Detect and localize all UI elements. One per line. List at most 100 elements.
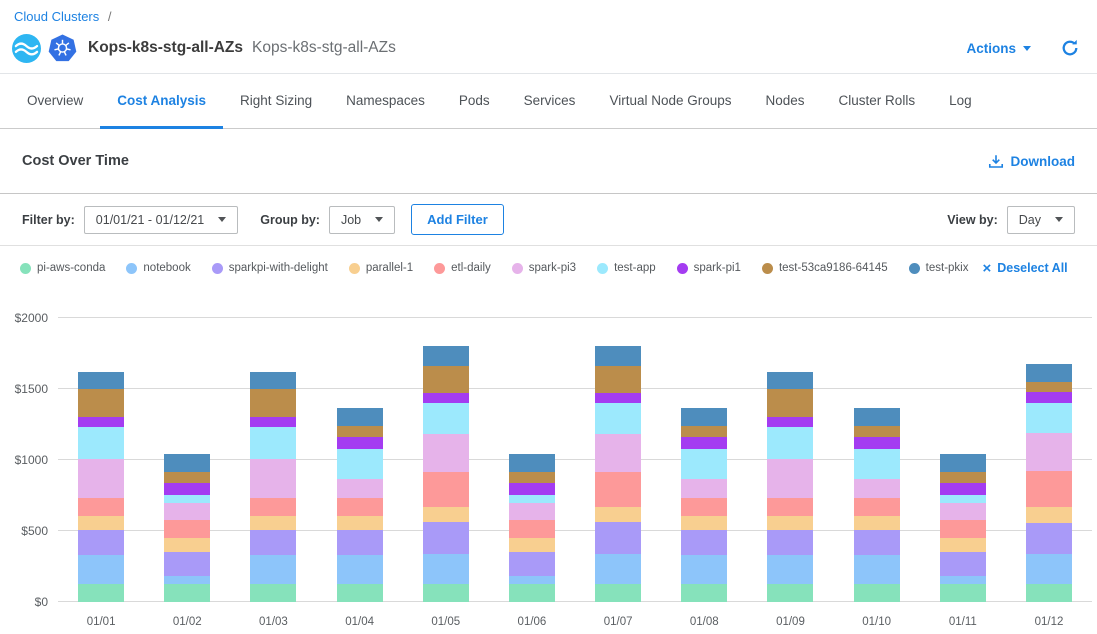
bar-segment-parallel-1[interactable] bbox=[940, 538, 986, 552]
bar-segment-notebook[interactable] bbox=[250, 555, 296, 584]
bar-01-12[interactable] bbox=[1006, 318, 1092, 602]
bar-segment-parallel-1[interactable] bbox=[1026, 507, 1072, 523]
bar-segment-test-app[interactable] bbox=[940, 495, 986, 504]
bar-01-09[interactable] bbox=[747, 318, 833, 602]
bar-segment-spark-pi3[interactable] bbox=[681, 479, 727, 497]
bar-segment-spark-pi1[interactable] bbox=[595, 393, 641, 403]
bar-segment-etl-daily[interactable] bbox=[767, 498, 813, 516]
group-by-select[interactable]: Job bbox=[329, 206, 395, 234]
bar-segment-etl-daily[interactable] bbox=[854, 498, 900, 516]
bar-segment-pi-aws-conda[interactable] bbox=[595, 584, 641, 602]
bar-01-08[interactable] bbox=[661, 318, 747, 602]
bar-segment-etl-daily[interactable] bbox=[940, 520, 986, 538]
bar-segment-etl-daily[interactable] bbox=[681, 498, 727, 516]
bar-segment-notebook[interactable] bbox=[423, 554, 469, 585]
view-by-select[interactable]: Day bbox=[1007, 206, 1075, 234]
bar-segment-spark-pi3[interactable] bbox=[595, 434, 641, 472]
bar-segment-sparkpi-with-delight[interactable] bbox=[767, 530, 813, 556]
bar-segment-test-53ca9186-64145[interactable] bbox=[509, 472, 555, 483]
bar-segment-parallel-1[interactable] bbox=[78, 516, 124, 529]
bar-segment-test-app[interactable] bbox=[1026, 403, 1072, 433]
bar-segment-test-app[interactable] bbox=[337, 449, 383, 480]
bar-segment-spark-pi3[interactable] bbox=[423, 434, 469, 472]
bar-segment-test-53ca9186-64145[interactable] bbox=[595, 366, 641, 393]
bar-segment-spark-pi3[interactable] bbox=[250, 459, 296, 499]
bar-segment-spark-pi3[interactable] bbox=[78, 459, 124, 499]
add-filter-button[interactable]: Add Filter bbox=[411, 204, 504, 235]
bar-segment-sparkpi-with-delight[interactable] bbox=[940, 552, 986, 575]
bar-segment-spark-pi3[interactable] bbox=[940, 503, 986, 519]
bar-segment-pi-aws-conda[interactable] bbox=[509, 584, 555, 602]
bar-segment-parallel-1[interactable] bbox=[250, 516, 296, 529]
bar-segment-test-53ca9186-64145[interactable] bbox=[767, 389, 813, 417]
bar-segment-test-pkix[interactable] bbox=[595, 346, 641, 365]
bar-segment-test-53ca9186-64145[interactable] bbox=[164, 472, 210, 483]
bar-segment-test-pkix[interactable] bbox=[423, 346, 469, 365]
bar-01-04[interactable] bbox=[317, 318, 403, 602]
bar-segment-notebook[interactable] bbox=[1026, 554, 1072, 584]
bar-segment-sparkpi-with-delight[interactable] bbox=[250, 530, 296, 556]
bar-segment-spark-pi1[interactable] bbox=[767, 417, 813, 427]
bar-segment-pi-aws-conda[interactable] bbox=[250, 584, 296, 602]
legend-item-sparkpi-with-delight[interactable]: sparkpi-with-delight bbox=[212, 262, 328, 274]
bar-segment-test-app[interactable] bbox=[767, 427, 813, 458]
legend-item-etl-daily[interactable]: etl-daily bbox=[434, 262, 491, 274]
tab-virtual-node-groups[interactable]: Virtual Node Groups bbox=[592, 74, 748, 129]
bar-segment-etl-daily[interactable] bbox=[250, 498, 296, 516]
date-range-select[interactable]: 01/01/21 - 01/12/21 bbox=[84, 206, 238, 234]
bar-segment-test-53ca9186-64145[interactable] bbox=[423, 366, 469, 393]
bar-segment-test-53ca9186-64145[interactable] bbox=[250, 389, 296, 417]
bar-segment-test-pkix[interactable] bbox=[164, 454, 210, 472]
bar-segment-etl-daily[interactable] bbox=[1026, 471, 1072, 507]
bar-segment-etl-daily[interactable] bbox=[164, 520, 210, 538]
bar-segment-spark-pi1[interactable] bbox=[854, 437, 900, 448]
bar-segment-test-pkix[interactable] bbox=[1026, 364, 1072, 382]
bar-01-03[interactable] bbox=[230, 318, 316, 602]
bar-segment-parallel-1[interactable] bbox=[164, 538, 210, 552]
bar-01-10[interactable] bbox=[834, 318, 920, 602]
tab-namespaces[interactable]: Namespaces bbox=[329, 74, 442, 129]
bar-segment-test-53ca9186-64145[interactable] bbox=[940, 472, 986, 483]
bar-segment-spark-pi1[interactable] bbox=[1026, 392, 1072, 403]
bar-segment-sparkpi-with-delight[interactable] bbox=[423, 522, 469, 554]
bar-segment-sparkpi-with-delight[interactable] bbox=[1026, 523, 1072, 555]
bar-segment-spark-pi1[interactable] bbox=[423, 393, 469, 403]
actions-button[interactable]: Actions bbox=[966, 41, 1031, 56]
bar-segment-test-app[interactable] bbox=[854, 449, 900, 480]
bar-segment-test-app[interactable] bbox=[423, 403, 469, 434]
bar-segment-pi-aws-conda[interactable] bbox=[681, 584, 727, 602]
bar-segment-parallel-1[interactable] bbox=[337, 516, 383, 530]
deselect-all-button[interactable]: × Deselect All bbox=[982, 261, 1067, 276]
bar-segment-test-53ca9186-64145[interactable] bbox=[337, 426, 383, 437]
bar-segment-spark-pi3[interactable] bbox=[337, 479, 383, 497]
bar-segment-test-53ca9186-64145[interactable] bbox=[854, 426, 900, 437]
bar-segment-pi-aws-conda[interactable] bbox=[337, 584, 383, 602]
bar-segment-etl-daily[interactable] bbox=[423, 472, 469, 507]
bar-segment-notebook[interactable] bbox=[940, 576, 986, 584]
bar-01-07[interactable] bbox=[575, 318, 661, 602]
bar-segment-sparkpi-with-delight[interactable] bbox=[337, 530, 383, 555]
bar-segment-notebook[interactable] bbox=[767, 555, 813, 584]
bar-segment-test-app[interactable] bbox=[164, 495, 210, 504]
tab-right-sizing[interactable]: Right Sizing bbox=[223, 74, 329, 129]
bar-segment-parallel-1[interactable] bbox=[767, 516, 813, 529]
bar-segment-spark-pi3[interactable] bbox=[854, 479, 900, 497]
legend-item-pi-aws-conda[interactable]: pi-aws-conda bbox=[20, 262, 105, 274]
bar-segment-notebook[interactable] bbox=[164, 576, 210, 584]
bar-segment-test-pkix[interactable] bbox=[509, 454, 555, 472]
legend-item-test-app[interactable]: test-app bbox=[597, 262, 656, 274]
bar-segment-spark-pi3[interactable] bbox=[1026, 433, 1072, 471]
bar-01-02[interactable] bbox=[144, 318, 230, 602]
bar-segment-test-app[interactable] bbox=[595, 403, 641, 434]
bar-segment-spark-pi1[interactable] bbox=[509, 483, 555, 494]
bar-segment-spark-pi1[interactable] bbox=[337, 437, 383, 448]
bar-segment-pi-aws-conda[interactable] bbox=[940, 584, 986, 602]
legend-item-test-53ca9186-64145[interactable]: test-53ca9186-64145 bbox=[762, 262, 888, 274]
bar-segment-test-pkix[interactable] bbox=[250, 372, 296, 389]
bar-segment-spark-pi1[interactable] bbox=[940, 483, 986, 494]
bar-segment-test-pkix[interactable] bbox=[78, 372, 124, 389]
bar-segment-sparkpi-with-delight[interactable] bbox=[78, 530, 124, 556]
bar-segment-test-pkix[interactable] bbox=[337, 408, 383, 426]
bar-segment-sparkpi-with-delight[interactable] bbox=[854, 530, 900, 555]
bar-01-06[interactable] bbox=[489, 318, 575, 602]
